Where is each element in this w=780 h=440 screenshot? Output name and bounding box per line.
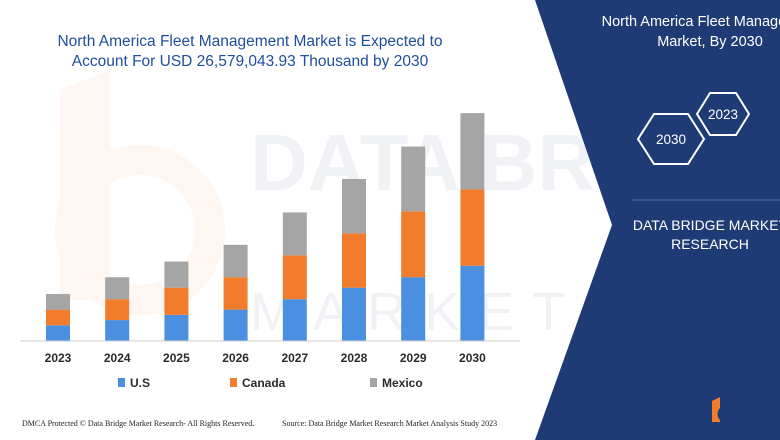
side-panel-background xyxy=(535,0,780,440)
footer-source: Source: Data Bridge Market Research Mark… xyxy=(282,419,498,428)
bar-2028-mexico xyxy=(342,178,366,234)
x-tick-label: 2024 xyxy=(104,351,131,365)
legend-swatch xyxy=(370,378,377,387)
bar-2025-mexico xyxy=(164,261,189,288)
hexagon-2023-label: 2023 xyxy=(708,107,738,122)
logo-mark xyxy=(712,397,735,423)
legend-item-canada: Canada xyxy=(230,376,286,390)
x-tick-label: 2025 xyxy=(163,351,190,365)
logo-text: DATA BRIDGE MARKET RESEARCH xyxy=(742,403,780,421)
logo-subtitle: MARKET RESEARCH xyxy=(742,414,780,419)
side-panel-title: North America Fleet Management Market, B… xyxy=(601,14,780,50)
chart-title: North America Fleet Management Market is… xyxy=(57,33,443,70)
x-tick-label: 2026 xyxy=(222,351,249,365)
x-tick-label: 2029 xyxy=(400,351,427,365)
bar-2026-us xyxy=(223,309,248,341)
legend-item-mexico: Mexico xyxy=(370,376,423,390)
x-tick-label: 2027 xyxy=(281,351,308,365)
legend-item-us: U.S xyxy=(118,376,150,390)
bar-2029-us xyxy=(401,277,426,341)
bar-2030-mexico xyxy=(460,113,485,190)
bar-2027-us xyxy=(282,299,307,341)
bar-2027-canada xyxy=(282,255,307,300)
bar-2030-us xyxy=(460,265,485,341)
bar-2026-canada xyxy=(223,277,248,310)
bar-group xyxy=(46,113,485,341)
footer-copyright: DMCA Protected © Data Bridge Market Rese… xyxy=(22,419,255,428)
bar-2024-mexico xyxy=(105,277,130,300)
logo-name: DATA BRIDGE xyxy=(742,402,780,412)
legend-label: Mexico xyxy=(382,376,423,390)
hexagon-2023: 2023 xyxy=(695,92,751,136)
x-tick-label: 2028 xyxy=(341,351,368,365)
hexagon-2030: 2030 xyxy=(636,113,706,165)
bar-2023-canada xyxy=(46,309,70,326)
legend-swatch xyxy=(230,378,237,387)
bar-2030-canada xyxy=(460,189,485,266)
bar-2028-us xyxy=(342,287,366,341)
bar-2023-us xyxy=(46,325,70,341)
bar-2026-mexico xyxy=(223,244,248,278)
bar-2024-us xyxy=(105,320,130,341)
bar-2027-mexico xyxy=(282,212,307,256)
x-tick-label: 2030 xyxy=(459,351,486,365)
bar-2024-canada xyxy=(105,299,130,321)
bar-2025-us xyxy=(164,314,189,341)
x-tick-label: 2023 xyxy=(45,351,72,365)
legend-label: U.S xyxy=(130,376,150,390)
legend-label: Canada xyxy=(242,376,286,390)
legend: U.S Canada Mexico xyxy=(118,376,423,390)
bar-2025-canada xyxy=(164,287,189,315)
bar-2028-canada xyxy=(342,233,366,288)
side-panel-brand: DATA BRIDGE MARKET RESEARCH xyxy=(632,217,780,252)
bar-2029-canada xyxy=(401,211,426,278)
legend-swatch xyxy=(118,378,125,387)
bar-2023-mexico xyxy=(46,293,70,310)
bar-2029-mexico xyxy=(401,146,426,212)
hexagon-2030-label: 2030 xyxy=(656,132,686,147)
x-axis-ticks: 2023 2024 2025 2026 2027 2028 2029 2030 xyxy=(45,351,486,365)
